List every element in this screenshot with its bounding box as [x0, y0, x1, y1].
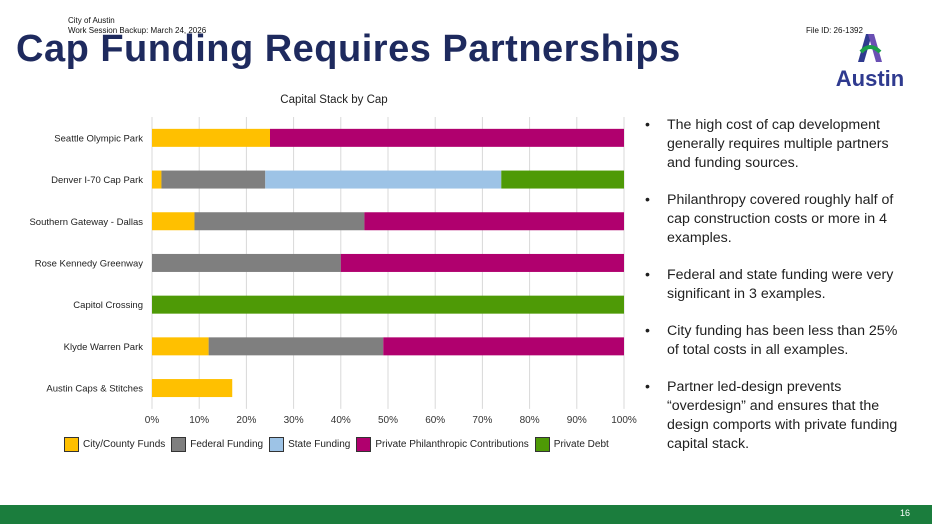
bar-segment — [194, 212, 365, 231]
chart-title: Capital Stack by Cap — [280, 94, 387, 106]
category-label: Rose Kennedy Greenway — [35, 258, 144, 269]
slide-title: Cap Funding Requires Partnerships — [16, 28, 681, 70]
bar-segment — [501, 170, 624, 189]
legend-item: State Funding — [269, 437, 350, 452]
bar-segment — [270, 128, 624, 147]
legend-swatch — [356, 437, 372, 452]
x-tick-label: 100% — [611, 415, 637, 426]
bullet-list: The high cost of cap development general… — [645, 116, 907, 472]
logo-text: Austin — [835, 66, 905, 91]
x-tick-label: 0% — [145, 415, 160, 426]
x-tick-label: 30% — [284, 415, 304, 426]
x-tick-label: 20% — [236, 415, 256, 426]
header-session: Work Session Backup: March 24, 2026 — [68, 26, 207, 35]
x-tick-label: 90% — [567, 415, 587, 426]
austin-logo: Austin — [828, 28, 912, 92]
bullet-item: Philanthropy covered roughly half of cap… — [645, 191, 907, 247]
legend-item: Federal Funding — [171, 437, 263, 452]
bar-segment — [152, 295, 624, 314]
bar-segment — [340, 253, 624, 272]
legend-swatch — [64, 437, 79, 452]
file-id: File ID: 26-1392 — [806, 26, 863, 35]
bullet-item: City funding has been less than 25% of t… — [645, 322, 907, 360]
bar-segment — [152, 212, 195, 231]
austin-logo-icon — [858, 34, 882, 62]
chart-legend: City/County Funds Federal Funding State Fu… — [64, 437, 615, 452]
legend-label: City/County Funds — [83, 439, 166, 450]
legend-label: Federal Funding — [190, 439, 264, 450]
bar-segment — [208, 337, 384, 356]
header-org: City of Austin — [68, 16, 115, 25]
page-number: 16 — [899, 508, 910, 518]
x-tick-label: 70% — [472, 415, 492, 426]
legend-label: State Funding — [288, 439, 351, 450]
bullet-item: Federal and state funding were very sign… — [645, 266, 907, 304]
category-label: Austin Caps & Stitches — [46, 384, 143, 395]
bar-segment — [383, 337, 624, 356]
legend-item: City/County Funds — [64, 437, 165, 452]
bar-segment — [364, 212, 624, 231]
x-tick-label: 80% — [520, 415, 540, 426]
x-tick-label: 50% — [378, 415, 398, 426]
bar-segment — [152, 253, 341, 272]
legend-swatch — [171, 437, 187, 452]
legend-swatch — [534, 437, 550, 452]
capital-stack-chart: Seattle Olympic Park Denver I-70 Cap Park… — [29, 94, 637, 426]
bar-segment — [265, 170, 502, 189]
bar-segment — [152, 170, 162, 189]
bullet-item: Partner led-design prevents “overdesign”… — [645, 378, 907, 453]
category-label: Denver I-70 Cap Park — [51, 175, 143, 186]
bar-segment — [152, 379, 233, 398]
category-label: Seattle Olympic Park — [54, 133, 143, 144]
legend-label: Private Debt — [553, 439, 609, 450]
category-label: Southern Gateway - Dallas — [29, 217, 143, 228]
category-label: Capitol Crossing — [73, 300, 143, 311]
x-tick-label: 60% — [425, 415, 445, 426]
x-tick-label: 10% — [189, 415, 209, 426]
bar-segment — [152, 128, 270, 147]
bullet-item: The high cost of cap development general… — [645, 116, 907, 172]
legend-item: Private Philanthropic Contributions — [356, 437, 529, 452]
legend-swatch — [269, 437, 285, 452]
legend-item: Private Debt — [534, 437, 609, 452]
bar-segment — [161, 170, 266, 189]
bar-segment — [152, 337, 209, 356]
legend-label: Private Philanthropic Contributions — [375, 439, 529, 450]
footer-bar — [0, 505, 932, 524]
x-tick-label: 40% — [331, 415, 351, 426]
category-label: Klyde Warren Park — [64, 342, 144, 353]
